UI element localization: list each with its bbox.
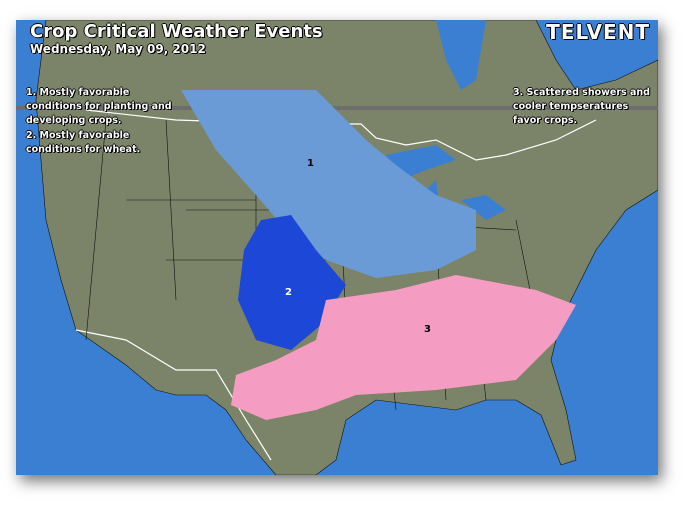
note-3: 3. Scattered showers and cooler tempsera… xyxy=(513,87,650,126)
note-1: 1. Mostly favorable conditions for plant… xyxy=(26,87,172,126)
telvent-logo: TELVENT xyxy=(546,20,650,44)
region-3-label: 3 xyxy=(424,324,431,335)
region-2-label: 2 xyxy=(285,287,292,298)
region-3-area xyxy=(231,275,576,420)
region-1-area xyxy=(181,90,476,278)
hudson-bay xyxy=(436,20,486,90)
map-date: Wednesday, May 09, 2012 xyxy=(30,42,206,56)
header-divider xyxy=(16,106,658,110)
map-canvas xyxy=(16,20,658,475)
weather-map: 1 2 3 Crop Critical Weather Events Wedne… xyxy=(16,20,658,475)
map-title: Crop Critical Weather Events xyxy=(30,21,323,42)
great-lakes xyxy=(386,145,506,235)
note-2: 2. Mostly favorable conditions for wheat… xyxy=(26,130,141,155)
region-1-label: 1 xyxy=(307,158,314,169)
us-mexico-border xyxy=(75,329,272,461)
region-2-area xyxy=(238,215,346,350)
